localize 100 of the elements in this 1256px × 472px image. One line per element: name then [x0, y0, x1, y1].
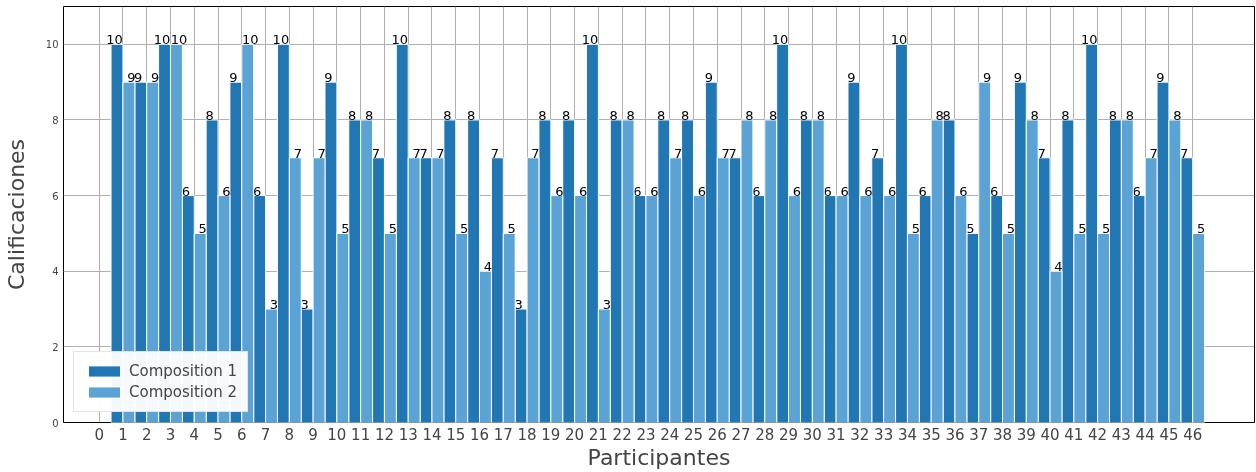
x-tick-label: 21 [588, 425, 608, 444]
data-label: 4 [1054, 259, 1063, 275]
data-label: 7 [721, 145, 730, 161]
x-tick-label: 46 [1183, 425, 1203, 444]
x-tick-label: 3 [165, 425, 176, 444]
x-tick-label: 44 [1135, 425, 1155, 444]
data-label: 10 [1080, 32, 1098, 48]
data-label: 3 [300, 297, 309, 313]
data-label: 5 [460, 221, 469, 237]
data-label: 5 [1006, 221, 1016, 237]
data-label: 3 [602, 297, 611, 313]
x-tick-label: 13 [398, 425, 418, 444]
data-label: 10 [890, 32, 908, 48]
data-label: 6 [989, 183, 999, 199]
x-tick-label: 10 [327, 425, 347, 444]
x-axis-title: Participantes [587, 444, 731, 470]
data-label: 8 [364, 107, 374, 123]
data-label: 6 [840, 183, 849, 199]
x-tick-label: 17 [493, 425, 513, 444]
data-label: 7 [674, 145, 683, 161]
x-tick-label: 29 [779, 425, 799, 444]
data-label: 10 [170, 32, 188, 48]
data-label: 6 [959, 183, 968, 199]
x-tick-label: 6 [237, 425, 247, 444]
y-tick-label: 10 [45, 39, 59, 51]
data-label: 7 [436, 145, 445, 161]
data-label: 8 [609, 107, 618, 123]
data-label: 6 [752, 183, 761, 199]
x-tick-label: 20 [565, 425, 585, 444]
data-label: 10 [153, 32, 171, 48]
y-tick-label: 6 [52, 190, 59, 202]
data-label: 5 [1197, 221, 1206, 237]
data-label: 7 [371, 145, 381, 161]
data-label: 5 [198, 221, 207, 237]
data-label: 10 [391, 32, 409, 48]
x-tick-label: 32 [850, 425, 870, 444]
data-label: 8 [935, 107, 944, 123]
data-label: 10 [241, 32, 259, 48]
x-tick-label: 4 [189, 425, 200, 444]
x-tick-label: 24 [660, 425, 680, 444]
x-tick-label: 40 [1040, 425, 1060, 444]
data-label: 8 [1173, 107, 1182, 123]
data-label: 7 [871, 145, 880, 161]
data-label: 3 [514, 297, 523, 313]
data-label: 7 [531, 145, 540, 161]
x-tick-label: 15 [446, 425, 466, 444]
data-label: 8 [942, 107, 951, 123]
data-label: 8 [348, 107, 357, 123]
data-label: 8 [1125, 107, 1134, 123]
y-tick-label: 8 [52, 114, 59, 126]
data-label: 9 [704, 70, 713, 86]
x-tick-label: 28 [755, 425, 775, 444]
data-label: 5 [507, 221, 516, 237]
x-tick-label: 5 [213, 425, 223, 444]
data-label: 5 [966, 221, 975, 237]
data-label: 10 [272, 32, 290, 48]
data-label: 9 [1156, 70, 1165, 86]
y-axis-title: Calificaciones [3, 138, 29, 291]
x-tick-label: 34 [897, 425, 917, 444]
data-label: 6 [650, 183, 659, 199]
data-label: 6 [697, 183, 707, 199]
data-label: 7 [293, 145, 302, 161]
data-label: 9 [151, 70, 160, 86]
data-label: 6 [887, 183, 897, 199]
data-label: 7 [317, 145, 326, 161]
y-tick-label: 4 [52, 266, 59, 278]
data-label: 8 [1061, 107, 1070, 123]
x-tick-label: 36 [945, 425, 965, 444]
data-label: 8 [657, 107, 666, 123]
x-tick-label: 35 [921, 425, 941, 444]
data-label: 7 [419, 145, 428, 161]
x-tick-label: 30 [802, 425, 822, 444]
legend-label: Composition 2 [129, 383, 237, 401]
data-label: 8 [562, 107, 571, 123]
data-label: 6 [222, 183, 231, 199]
data-label: 8 [205, 107, 214, 123]
x-tick-label: 22 [612, 425, 632, 444]
x-tick-label: 45 [1159, 425, 1179, 444]
x-tick-label: 2 [141, 425, 152, 444]
data-label: 9 [134, 70, 143, 86]
x-tick-label: 0 [94, 425, 104, 444]
y-tick-label: 0 [52, 417, 59, 429]
data-label: 9 [229, 70, 238, 86]
x-tick-label: 14 [422, 425, 442, 444]
x-tick-label: 33 [874, 425, 894, 444]
x-tick-label: 12 [374, 425, 394, 444]
x-tick-label: 25 [683, 425, 704, 444]
data-label: 6 [918, 183, 927, 199]
x-tick-label: 8 [284, 425, 295, 444]
data-label: 5 [388, 221, 398, 237]
x-tick-label: 39 [1016, 425, 1036, 444]
x-tick-label: 43 [1111, 425, 1131, 444]
x-tick-label: 19 [541, 425, 561, 444]
data-label: 9 [847, 70, 856, 86]
x-tick-label: 37 [969, 425, 989, 444]
data-label: 5 [1101, 221, 1111, 237]
data-label: 8 [538, 107, 547, 123]
data-label: 6 [578, 183, 588, 199]
data-label: 8 [1030, 107, 1039, 123]
x-tick-label: 1 [118, 425, 128, 444]
